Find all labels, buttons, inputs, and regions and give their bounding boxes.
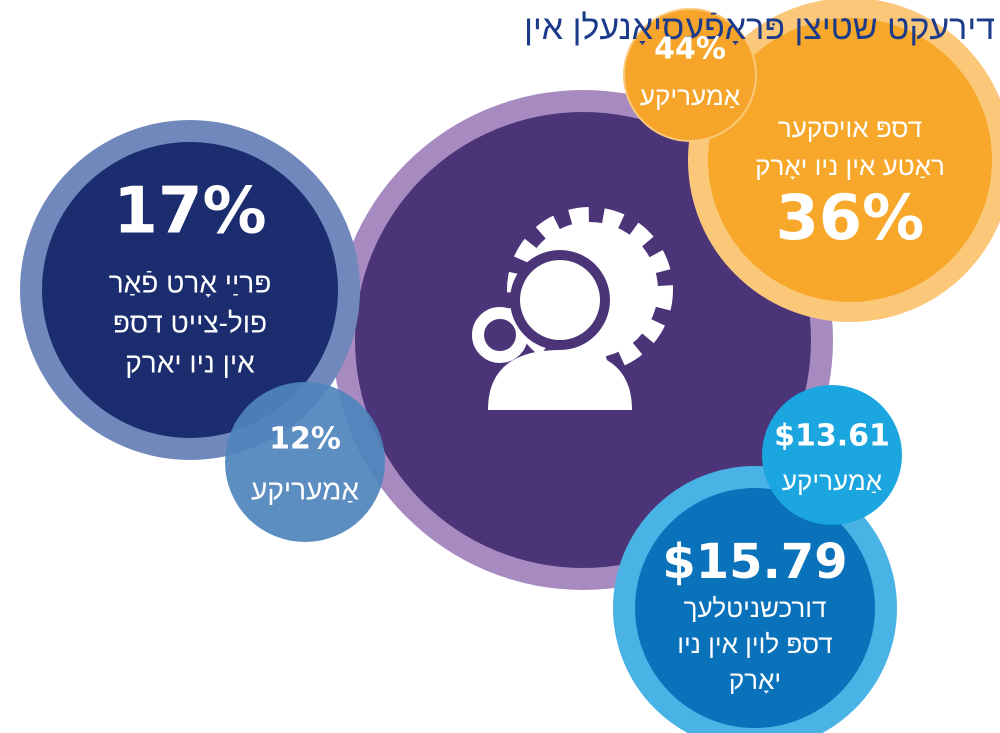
bubble-value: 44% (654, 32, 726, 67)
blue-small (225, 382, 385, 542)
gear-icon (472, 207, 673, 410)
blue-circle (635, 488, 875, 728)
bubble-value: $13.61 (774, 419, 890, 454)
bubble-label: דספּ אויסקער (778, 113, 922, 143)
cyan-small (762, 385, 902, 525)
bubble-value: 17% (113, 175, 266, 249)
orange-small (623, 8, 757, 142)
bubble-label: אַמעריקע (251, 474, 359, 505)
orange-circle (708, 18, 992, 302)
bubble-value: 12% (269, 422, 341, 457)
bubble-value: 36% (776, 181, 924, 254)
bubble-label: ראַטע אין ניו יאָרק (755, 151, 945, 181)
navy-circle (42, 142, 338, 438)
bubble-label: פול-צייט דספּ (113, 307, 267, 338)
bubble-label: יאָרק (729, 665, 781, 695)
bubble-label: אַמעריקע (640, 81, 740, 111)
bubble-label: פּריַי אָרט פֿאַר (109, 267, 272, 298)
bubble-label: אין ניו יארק (125, 347, 255, 378)
bubble-label: אַמעריקע (782, 466, 882, 496)
title: דירעקט שטיצן פּראָפֿעסיאָנעלן אין (524, 9, 995, 47)
bubble-label: דורכשניטלעך (684, 593, 827, 623)
bubble-value: $15.79 (662, 534, 847, 590)
bubble-label: דספּ לוין אין ניו (677, 629, 832, 659)
